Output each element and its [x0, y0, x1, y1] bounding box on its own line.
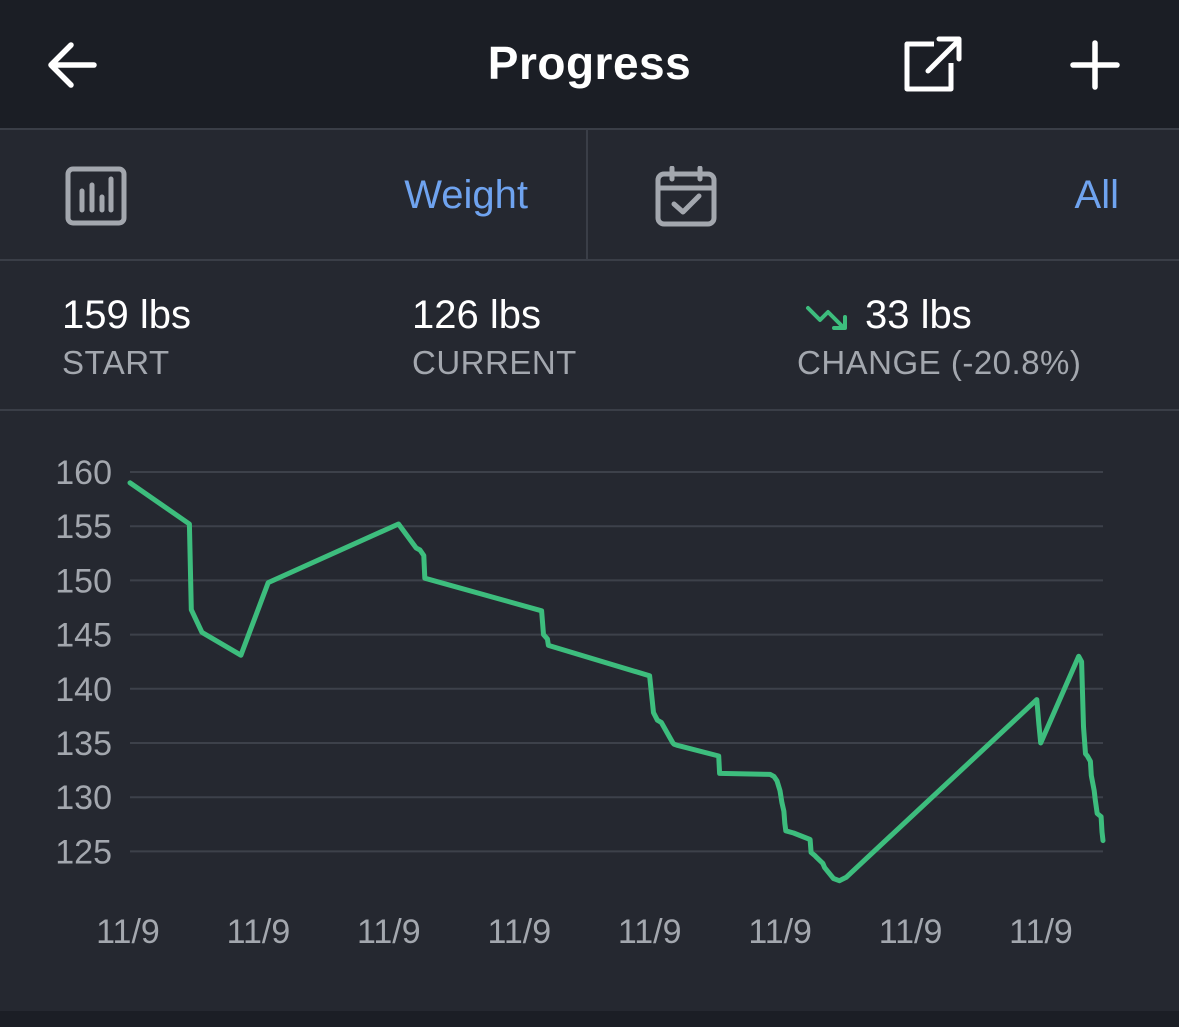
x-tick-label: 11/9	[227, 913, 291, 951]
change-stat: 33 lbs CHANGE (-20.8%)	[797, 293, 1081, 382]
date-range-selector[interactable]: All	[590, 130, 1179, 259]
current-label: CURRENT	[412, 344, 577, 381]
y-tick-label: 135	[55, 725, 112, 763]
x-tick-label: 11/9	[96, 913, 160, 951]
bar-chart-icon	[65, 166, 127, 226]
x-tick-label: 11/9	[879, 913, 943, 951]
calendar-check-icon	[655, 166, 717, 227]
weight-chart: 160 155 150 145 140 135 130 125 11/9 11/9 11/9 11/9…	[0, 411, 1179, 1011]
trend-down-icon	[806, 305, 847, 330]
range-value: All	[1074, 173, 1119, 217]
y-tick-label: 150	[55, 562, 112, 600]
x-tick-label: 11/9	[1009, 913, 1073, 951]
metric-selector[interactable]: Weight	[0, 130, 588, 259]
start-value: 159 lbs	[62, 293, 191, 337]
start-label: START	[62, 344, 170, 381]
plus-icon	[1070, 40, 1120, 90]
y-tick-label: 155	[55, 508, 112, 546]
x-tick-label: 11/9	[618, 913, 682, 951]
bottom-bar	[0, 1011, 1179, 1027]
y-tick-label: 140	[55, 671, 112, 709]
add-entry-button[interactable]	[1060, 30, 1130, 100]
metric-value: Weight	[404, 173, 528, 217]
x-tick-label: 11/9	[487, 913, 551, 951]
share-button[interactable]	[898, 28, 968, 98]
back-button[interactable]	[38, 30, 108, 100]
y-tick-label: 130	[55, 779, 112, 817]
external-link-icon	[904, 36, 962, 92]
x-tick-label: 11/9	[357, 913, 421, 951]
weight-series-line	[127, 480, 1106, 884]
page-title: Progress	[487, 37, 692, 89]
change-value: 33 lbs	[865, 293, 972, 337]
y-tick-label: 145	[55, 617, 112, 655]
change-label: CHANGE (-20.8%)	[797, 344, 1082, 381]
current-value: 126 lbs	[412, 293, 541, 337]
current-stat: 126 lbs CURRENT	[412, 293, 577, 382]
summary-stats: 159 lbs START 126 lbs CURRENT 33 lbs CHA…	[0, 261, 1179, 411]
weight-line-chart: 160 155 150 145 140 135 130 125 11/9 11/9 11/9 11/9…	[55, 454, 1106, 951]
y-tick-label: 125	[55, 833, 112, 871]
top-navigation-bar: Progress	[0, 0, 1179, 130]
x-tick-label: 11/9	[748, 913, 812, 951]
arrow-left-icon	[48, 42, 97, 88]
filter-selectors: Weight All	[0, 130, 1179, 261]
start-stat: 159 lbs START	[62, 293, 191, 382]
y-tick-label: 160	[55, 454, 112, 492]
